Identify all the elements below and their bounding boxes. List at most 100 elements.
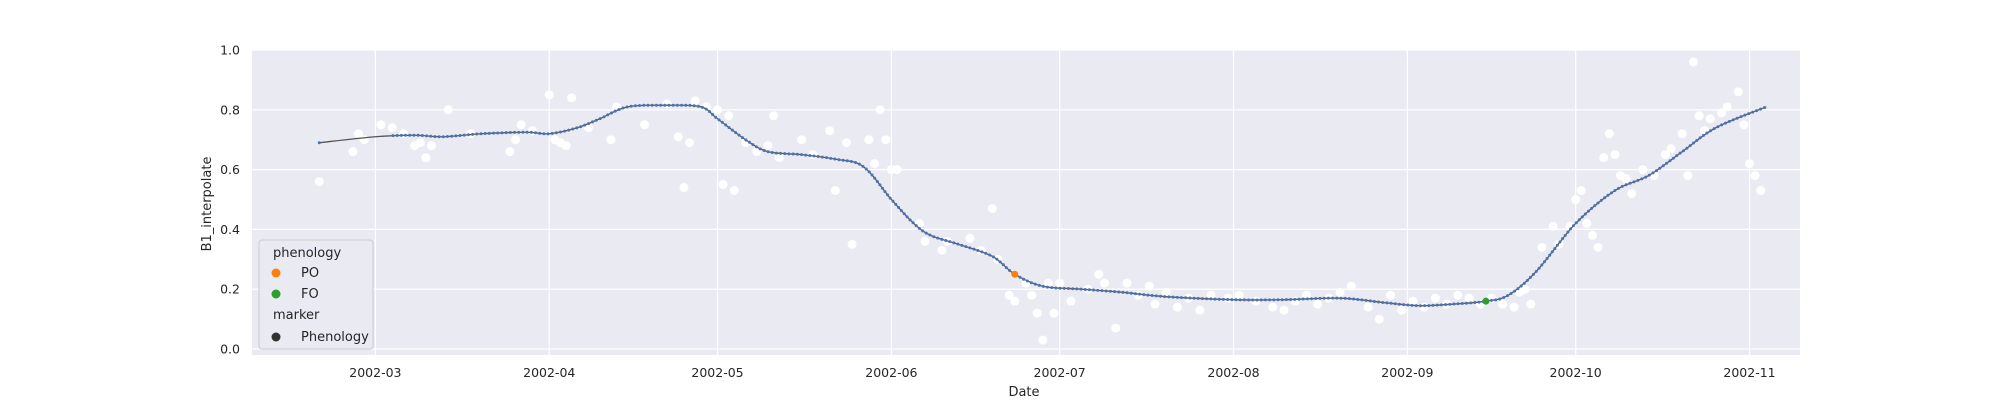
curve-point <box>1029 281 1033 285</box>
curve-point <box>1571 224 1575 228</box>
x-tick-label: 2002-10 <box>1550 365 1602 380</box>
curve-point <box>720 120 724 124</box>
observation-point <box>561 141 571 151</box>
observation-point <box>1408 296 1418 306</box>
curve-point <box>1566 230 1570 234</box>
curve-point <box>445 135 449 139</box>
curve-point <box>980 250 984 254</box>
curve-point <box>1661 164 1665 168</box>
curve-point <box>496 131 500 135</box>
curve-point <box>717 118 721 122</box>
observation-points <box>314 57 1766 345</box>
observation-point <box>1571 195 1581 205</box>
curve-point <box>654 103 658 107</box>
observation-point <box>937 245 947 255</box>
curve-point <box>517 130 521 134</box>
curve-point <box>1083 287 1087 291</box>
curve-point <box>1448 302 1452 306</box>
curve-point <box>1603 196 1607 200</box>
observation-point <box>1604 129 1614 139</box>
curve-point <box>1494 298 1498 302</box>
curve-point <box>1331 296 1335 300</box>
curve-point <box>908 218 912 222</box>
curve-point <box>714 115 718 119</box>
observation-point <box>1683 171 1693 181</box>
observation-point <box>774 153 784 163</box>
x-tick-label: 2002-08 <box>1207 365 1259 380</box>
curve-point <box>1368 299 1372 303</box>
curve-point <box>1555 243 1559 247</box>
y-axis-label: B1_interpolate <box>200 157 215 252</box>
observation-point <box>640 120 650 130</box>
curve-point <box>466 133 470 137</box>
curve-point <box>1293 297 1297 301</box>
curve-point <box>638 103 642 107</box>
curve-point <box>1609 191 1613 195</box>
curve-point <box>1720 123 1724 127</box>
curve-point <box>991 255 995 259</box>
observation-point <box>1363 302 1373 312</box>
observation-point <box>830 186 840 196</box>
observation-point <box>1313 299 1323 309</box>
observation-point <box>679 183 689 193</box>
curve-point <box>1221 297 1225 301</box>
curve-point <box>1226 298 1230 302</box>
observation-point <box>769 111 779 121</box>
curve-point <box>841 158 845 162</box>
observation-point <box>387 123 397 133</box>
y-tick-label: 0.0 <box>220 342 240 357</box>
observation-point <box>1094 269 1104 279</box>
observation-point <box>1537 242 1547 252</box>
curve-point <box>408 133 412 137</box>
curve-point <box>1372 299 1376 303</box>
curve-point <box>972 247 976 251</box>
curve-point <box>1263 298 1267 302</box>
observation-point <box>1453 290 1463 300</box>
curve-point <box>1444 303 1448 307</box>
curve-point <box>1037 283 1041 287</box>
curve-point <box>787 152 791 156</box>
curve-point <box>1540 263 1544 267</box>
observation-point <box>1049 308 1059 318</box>
curve-point <box>441 135 445 139</box>
curve-point <box>425 134 429 138</box>
curve-point <box>779 151 783 155</box>
curve-point <box>700 105 704 109</box>
curve-point <box>433 135 437 139</box>
curve-point <box>1133 292 1137 296</box>
curve-point <box>1654 169 1658 173</box>
observation-point <box>662 99 672 109</box>
x-tick-label: 2002-07 <box>1034 365 1086 380</box>
observation-point <box>1346 281 1356 291</box>
curve-point <box>1230 298 1234 302</box>
curve-point <box>758 147 762 151</box>
x-axis-label: Date <box>1008 385 1039 400</box>
curve-point <box>1628 181 1632 185</box>
curve-point <box>395 133 399 137</box>
curve-point <box>1632 180 1636 184</box>
observation-point <box>1582 218 1592 228</box>
observation-point <box>673 132 683 142</box>
observation-point <box>701 102 711 112</box>
curve-point <box>1050 286 1054 290</box>
curve-point <box>1651 171 1655 175</box>
observation-point <box>1722 102 1732 112</box>
curve-point <box>483 132 487 136</box>
curve-point <box>504 131 508 135</box>
observation-point <box>1627 189 1637 199</box>
phenology-points <box>1011 270 1490 305</box>
curve-point <box>650 103 654 107</box>
observation-point <box>584 123 594 133</box>
observation-point <box>426 141 436 151</box>
curve-point <box>1599 198 1603 202</box>
curve-point <box>1509 291 1513 295</box>
curve-point <box>1613 189 1617 193</box>
curve-point <box>1513 289 1517 293</box>
curve-point <box>1335 296 1339 300</box>
curve-point <box>317 141 321 145</box>
curve-point <box>1385 301 1389 305</box>
y-tick-label: 1.0 <box>220 43 240 58</box>
curve-point <box>1356 297 1360 301</box>
curve-point <box>546 132 550 136</box>
curve-point <box>659 103 663 107</box>
